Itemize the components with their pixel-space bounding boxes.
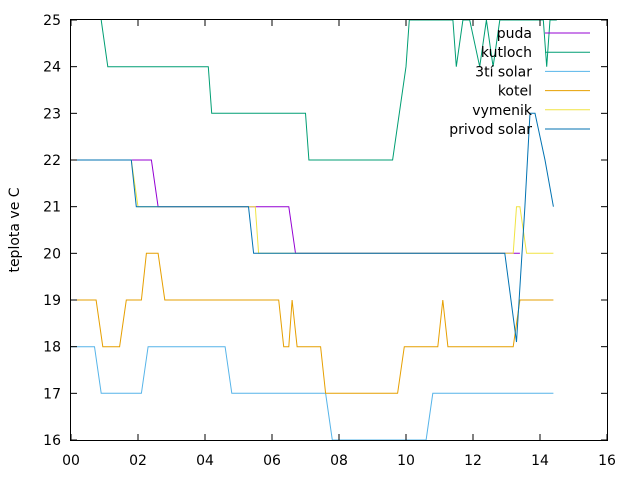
series-layer xyxy=(71,20,557,440)
y-tick-label: 21 xyxy=(43,200,61,216)
series-line-4 xyxy=(71,252,554,394)
y-tick-label: 23 xyxy=(43,106,61,122)
series-line-3 xyxy=(71,346,554,440)
legend-label: kutloch xyxy=(481,45,532,61)
y-tick-label: 19 xyxy=(43,293,61,309)
x-tick-label: 00 xyxy=(62,453,80,469)
legend-label: puda xyxy=(497,26,532,42)
y-tick-label: 25 xyxy=(43,13,61,29)
x-tick-label: 08 xyxy=(330,453,348,469)
y-tick-label: 18 xyxy=(43,340,61,356)
x-tick-label: 04 xyxy=(196,453,214,469)
y-tick-label: 24 xyxy=(43,60,61,76)
y-tick-label: 22 xyxy=(43,153,61,169)
x-tick-label: 14 xyxy=(531,453,549,469)
y-tick-label: 20 xyxy=(43,246,61,262)
y-tick-label: 17 xyxy=(43,386,61,402)
x-tick-label: 02 xyxy=(129,453,147,469)
x-tick-label: 16 xyxy=(598,453,616,469)
tick-layer: 00 02 04 06 08 10 12 14 16 16 17 18 19 20 21 22 23 24 25 xyxy=(43,13,616,469)
y-tick-label: 16 xyxy=(43,433,61,449)
legend-label: kotel xyxy=(498,84,532,100)
legend-label: privod solar xyxy=(449,122,532,138)
legend-label: vymenik xyxy=(472,103,533,119)
y-axis-title: teplota ve C xyxy=(7,187,23,272)
series-line-2 xyxy=(100,20,557,161)
legend-label: 3tí solar xyxy=(475,64,532,80)
x-tick-label: 10 xyxy=(397,453,415,469)
x-tick-label: 06 xyxy=(263,453,281,469)
legend: puda kutloch 3tí solar kotel vymenik privod s… xyxy=(449,26,590,138)
plot-frame xyxy=(70,19,608,441)
series-line-6 xyxy=(71,112,554,343)
x-tick-label: 12 xyxy=(464,453,482,469)
